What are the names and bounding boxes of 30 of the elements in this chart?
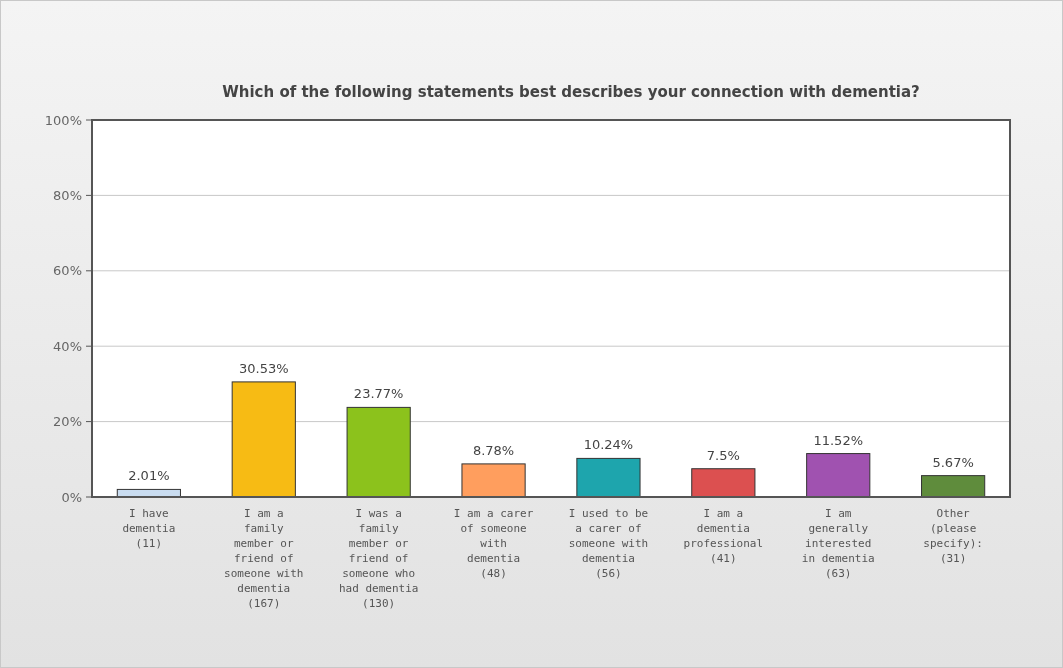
bar: [461, 463, 526, 498]
y-tick-label: 60%: [53, 263, 82, 279]
x-tick-label: I am generally interested in dementia (63): [801, 507, 875, 580]
data-label: 10.24%: [583, 437, 634, 453]
bar: [921, 475, 986, 498]
bar: [691, 468, 756, 498]
y-tick-label: 40%: [53, 338, 82, 354]
bar: [231, 381, 296, 498]
data-label: 23.77%: [353, 386, 404, 402]
x-tick-label: I have dementia (11): [122, 507, 176, 550]
x-tick-label: Other (please specify): (31): [923, 507, 983, 565]
x-tick-label: I am a dementia professional (41): [683, 507, 764, 565]
bar: [346, 406, 411, 498]
data-label: 30.53%: [238, 360, 289, 376]
data-label: 5.67%: [932, 454, 974, 470]
data-label: 8.78%: [472, 442, 515, 458]
x-tick-label: I am a carer of someone with dementia (48): [453, 507, 534, 580]
bar: [576, 457, 641, 498]
y-tick-label: 0%: [61, 489, 82, 505]
chart-title: Which of the following statements best describes your connection with dementia?: [222, 83, 920, 101]
data-label: 11.52%: [813, 432, 864, 448]
y-tick-label: 20%: [53, 414, 82, 430]
y-tick-label: 80%: [53, 187, 82, 203]
x-tick-label: I used to be a carer of someone with dementia (56): [568, 507, 649, 580]
data-label: 7.5%: [706, 447, 740, 463]
x-tick-label: I was a family member or friend of someone who had dementia (130): [338, 507, 419, 610]
x-tick-label: I am a family member or friend of someone with dementia (167): [224, 507, 304, 610]
y-tick-label: 100%: [44, 112, 82, 128]
bar: [806, 453, 871, 498]
data-label: 2.01%: [128, 468, 170, 484]
